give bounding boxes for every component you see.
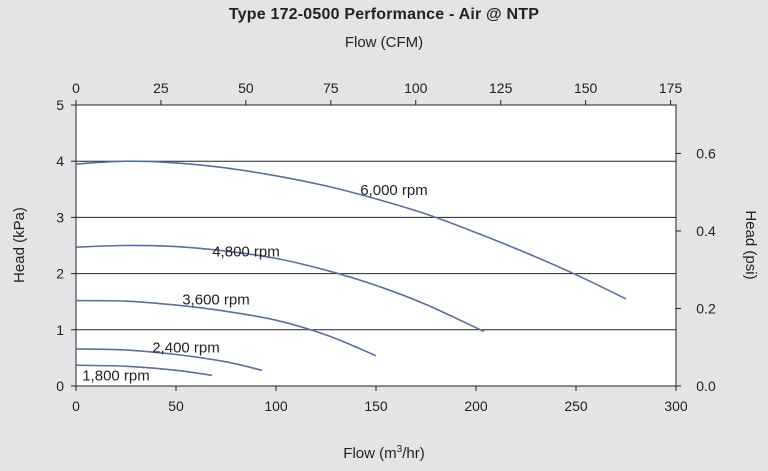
y-axis-title: Head (kPa) [11, 207, 28, 283]
top-x-tick-label: 125 [489, 80, 513, 96]
series-line [75, 244, 485, 333]
series-line [75, 364, 213, 377]
top-x-tick-label: 75 [323, 80, 339, 96]
x-axis-title: Flow (m3/hr) [0, 444, 768, 462]
y2-tick-label: 0.0 [696, 378, 716, 394]
series-line [75, 160, 627, 300]
x-tick-label: 250 [564, 398, 588, 414]
top-x-tick-label: 100 [404, 80, 428, 96]
x-tick-label: 100 [264, 398, 288, 414]
y-tick-label: 1 [56, 322, 64, 338]
top-x-tick-label: 50 [238, 80, 254, 96]
series-line [75, 299, 377, 357]
x-tick-label: 300 [664, 398, 688, 414]
x-axis-title-superscript: 3 [396, 444, 403, 455]
x-tick-label: 150 [364, 398, 388, 414]
series-group [75, 160, 627, 377]
x-tick-label: 50 [168, 398, 184, 414]
series-label: 4,800 rpm [212, 244, 280, 261]
x-axis-title-suffix: /hr) [402, 445, 425, 462]
series-line [75, 348, 263, 372]
series-labels: 6,000 rpm 4,800 rpm 3,600 rpm 2,400 rpm1,80… [82, 182, 428, 384]
series-label: 6,000 rpm [360, 182, 428, 199]
y-tick-label: 5 [56, 97, 64, 113]
y2-tick-label: 0.6 [696, 145, 716, 161]
y-tick-label: 4 [56, 153, 64, 169]
y-tick-label: 2 [56, 266, 64, 282]
chart-title: Type 172-0500 Performance - Air @ NTP [228, 6, 540, 23]
x-tick-label: 200 [464, 398, 488, 414]
top-x-tick-label: 175 [659, 80, 683, 96]
top-x-tick-label: 0 [72, 80, 80, 96]
y2-tick-label: 0.4 [696, 223, 716, 239]
series-label: 1,800 rpm [82, 367, 150, 384]
y2-axis-title: Head (psi) [742, 210, 759, 279]
y-tick-label: 3 [56, 209, 64, 225]
top-x-tick-label: 150 [574, 80, 598, 96]
x-tick-label: 0 [72, 398, 80, 414]
y-tick-label: 0 [56, 378, 64, 394]
series-label: 2,400 rpm [152, 339, 220, 356]
gridlines [76, 160, 676, 331]
series-label: 3,600 rpm [182, 292, 250, 309]
x-axis-title-prefix: Flow (m [343, 445, 397, 462]
y2-tick-label: 0.2 [696, 300, 716, 316]
top-x-axis-title: Flow (CFM) [344, 34, 424, 51]
top-x-tick-label: 25 [153, 80, 169, 96]
